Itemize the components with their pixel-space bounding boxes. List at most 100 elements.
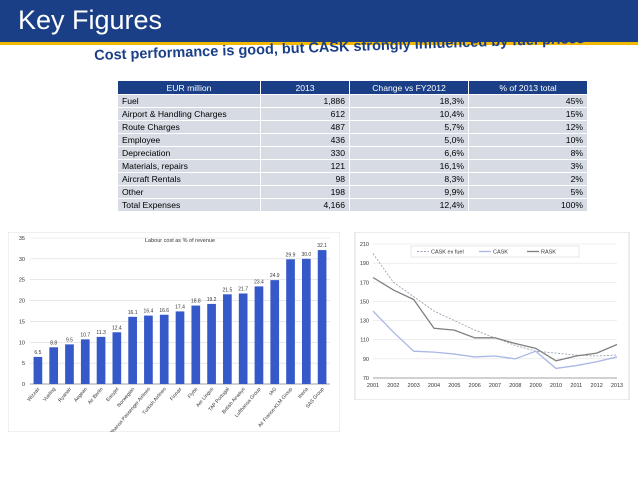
bar-value-label: 29.9 <box>286 252 296 258</box>
bar <box>175 311 185 384</box>
row-label: Airport & Handling Charges <box>117 107 261 121</box>
y-tick-label: 20 <box>19 299 25 305</box>
table-cell: 3% <box>468 159 588 173</box>
table-cell: 198 <box>260 185 350 199</box>
y-tick-label: 130 <box>360 319 369 325</box>
page-title: Key Figures <box>18 5 163 35</box>
table-row: Fuel 1,886 18,3% 45% <box>117 94 588 108</box>
x-tick-label: 2004 <box>428 383 440 389</box>
x-tick-label: 2006 <box>469 383 481 389</box>
table-cell: 5% <box>468 185 588 199</box>
series-line <box>372 276 618 362</box>
bar <box>80 339 90 384</box>
column-header: Change vs FY2012 <box>349 80 469 95</box>
y-tick-label: 10 <box>19 340 25 346</box>
table-row: Other 198 9,9% 5% <box>117 185 588 199</box>
table-cell: 2% <box>468 172 588 186</box>
bar-value-label: 6.5 <box>34 350 41 356</box>
x-tick-label: 2005 <box>448 383 460 389</box>
table-row: Materials, repairs 121 16,1% 3% <box>117 159 588 173</box>
x-tick-label: 2011 <box>570 383 582 389</box>
y-tick-label: 90 <box>363 357 369 363</box>
x-tick-label: 2001 <box>367 383 379 389</box>
bar-value-label: 10.7 <box>80 332 90 338</box>
table-cell: 10,4% <box>349 107 469 121</box>
bar <box>286 259 295 384</box>
table-row: Route Charges 487 5,7% 12% <box>117 120 588 134</box>
y-tick-label: 110 <box>360 338 369 344</box>
column-header: % of 2013 total <box>468 80 588 95</box>
table-cell: 436 <box>260 133 350 147</box>
bar-value-label: 19.2 <box>207 297 217 303</box>
table-cell: 45% <box>468 94 588 108</box>
bar-value-label: 21.5 <box>223 287 233 293</box>
table-cell: 100% <box>468 198 588 212</box>
legend-label: RASK <box>541 250 556 256</box>
legend-box <box>410 245 580 258</box>
category-label: IAG <box>268 386 278 397</box>
table-cell: 6,6% <box>349 146 469 160</box>
table-cell: 12,4% <box>349 198 469 212</box>
bar <box>96 336 106 384</box>
title-bar: Key Figures <box>0 0 638 42</box>
bar-value-label: 24.9 <box>270 273 280 279</box>
bar-value-label: 16.1 <box>128 310 138 316</box>
legend-label: CASK ex fuel <box>431 250 464 256</box>
row-label: Total Expenses <box>117 198 261 212</box>
table-cell: 487 <box>260 120 350 134</box>
table-row: Airport & Handling Charges 612 10,4% 15% <box>117 107 588 121</box>
bar <box>49 347 59 384</box>
x-tick-label: 2013 <box>611 383 623 389</box>
labour-cost-chart-svg: 0 5 10 15 20 25 30 35 Labour cost as % of revenu… <box>8 232 340 432</box>
bar-value-label: 18.8 <box>191 299 201 305</box>
x-tick-label: 2010 <box>550 383 562 389</box>
row-label: Depreciation <box>117 146 261 160</box>
table-cell: 8,3% <box>349 172 469 186</box>
bar <box>223 294 232 384</box>
y-tick-label: 170 <box>360 280 369 286</box>
bar-value-label: 8.8 <box>50 340 57 346</box>
bar-value-label: 21.7 <box>238 286 248 292</box>
x-tick-label: 2008 <box>509 383 521 389</box>
table-row: Aircraft Rentals 98 8,3% 2% <box>117 172 588 186</box>
cask-rask-chart-svg: 70 90 110 130 150 170 190 210 2001 2002 2003 2004 20… <box>354 232 630 400</box>
bar <box>254 286 264 384</box>
bar <box>112 332 122 384</box>
table-cell: 16,1% <box>349 159 469 173</box>
table-cell: 15% <box>468 107 588 121</box>
table-cell: 5,0% <box>349 133 469 147</box>
bar <box>191 305 201 384</box>
bar-value-label: 9.5 <box>66 337 73 343</box>
column-header: EUR million <box>117 80 261 95</box>
bar-value-label: 16.4 <box>144 309 154 315</box>
chart-frame <box>8 232 340 432</box>
row-label: Materials, repairs <box>117 159 261 173</box>
x-tick-label: 2002 <box>387 383 399 389</box>
chart-frame <box>354 232 630 400</box>
column-header: 2013 <box>260 80 350 95</box>
bar-value-label: 23.4 <box>254 279 264 285</box>
bar <box>144 315 153 384</box>
table-cell: 8% <box>468 146 588 160</box>
accent-divider <box>0 42 638 45</box>
table-cell: 18,3% <box>349 94 469 108</box>
row-label: Fuel <box>117 94 261 108</box>
y-tick-label: 35 <box>19 236 25 242</box>
table-cell: 330 <box>260 146 350 160</box>
table-cell: 10% <box>468 133 588 147</box>
bar <box>33 356 43 384</box>
bar <box>207 303 216 384</box>
y-tick-label: 150 <box>360 299 369 305</box>
cost-table: EUR million 2013 Change vs FY2012 % of 2… <box>117 80 588 212</box>
x-tick-label: 2007 <box>489 383 501 389</box>
y-tick-label: 5 <box>22 361 25 367</box>
table-row: Depreciation 330 6,6% 8% <box>117 146 588 160</box>
row-label: Route Charges <box>117 120 261 134</box>
table-cell: 612 <box>260 107 350 121</box>
table-cell: 12% <box>468 120 588 134</box>
table-cell: 9,9% <box>349 185 469 199</box>
y-tick-label: 30 <box>19 257 25 263</box>
x-tick-label: 2012 <box>591 383 603 389</box>
bar <box>301 258 311 384</box>
bar-value-label: 32.1 <box>317 243 327 249</box>
